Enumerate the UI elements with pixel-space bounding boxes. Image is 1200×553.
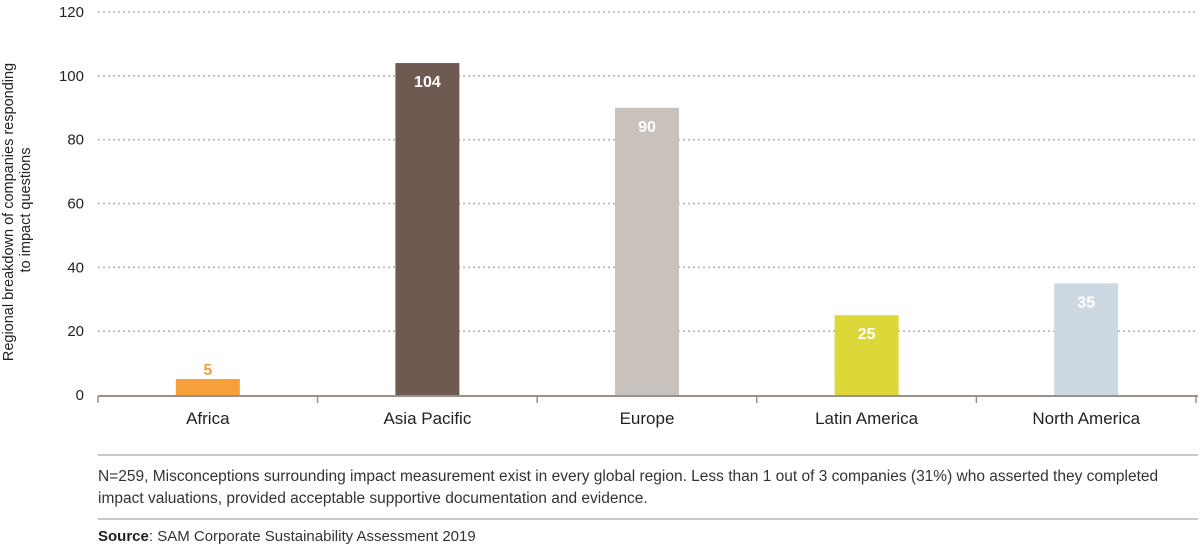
y-tick-label: 60 bbox=[67, 196, 84, 213]
y-axis-ticks: 0 20 40 60 80 100 120 bbox=[59, 4, 84, 404]
bars: 5 104 90 25 35 bbox=[175, 63, 1119, 396]
y-tick-label: 120 bbox=[59, 4, 84, 21]
y-tick-label: 0 bbox=[76, 387, 84, 404]
data-label: 35 bbox=[1077, 294, 1095, 311]
divider-top bbox=[98, 454, 1198, 456]
bar-north-america bbox=[1054, 283, 1119, 395]
x-tick-label: North America bbox=[1032, 409, 1140, 428]
footnote: N=259, Misconceptions surrounding impact… bbox=[98, 468, 1159, 507]
gridlines bbox=[98, 11, 1196, 332]
x-tick-label: Africa bbox=[186, 409, 230, 428]
source-line: Source: SAM Corporate Sustainability Ass… bbox=[98, 528, 476, 545]
data-label: 5 bbox=[203, 362, 212, 379]
data-label: 25 bbox=[858, 326, 876, 343]
y-tick-label: 40 bbox=[67, 259, 84, 276]
bar-africa bbox=[175, 379, 240, 395]
data-label: 90 bbox=[638, 119, 656, 136]
y-axis-label-line2: to impact questions bbox=[18, 148, 34, 273]
y-axis-label: Regional breakdown of companies respondi… bbox=[1, 59, 34, 361]
y-tick-label: 80 bbox=[67, 132, 84, 149]
bar-europe bbox=[615, 107, 679, 395]
y-tick-label: 20 bbox=[67, 323, 84, 340]
source-label: Source bbox=[98, 528, 149, 545]
x-tick-label: Asia Pacific bbox=[383, 409, 471, 428]
data-label: 104 bbox=[414, 74, 441, 91]
y-axis-label-line1: Regional breakdown of companies respondi… bbox=[1, 63, 17, 361]
y-tick-label: 100 bbox=[59, 68, 84, 85]
bar-latin-america bbox=[834, 315, 899, 395]
x-tick-label: Latin America bbox=[815, 409, 919, 428]
divider-bottom bbox=[98, 518, 1198, 520]
x-tick-label: Europe bbox=[620, 409, 675, 428]
bar-asia-pacific bbox=[395, 63, 460, 396]
source-text: : SAM Corporate Sustainability Assessmen… bbox=[148, 528, 476, 545]
bar-chart: 0 20 40 60 80 100 120 5 104 90 25 35 Africa Asia Pa… bbox=[1, 4, 1198, 428]
x-axis: Africa Asia Pacific Europe Latin America Nor… bbox=[97, 395, 1198, 428]
